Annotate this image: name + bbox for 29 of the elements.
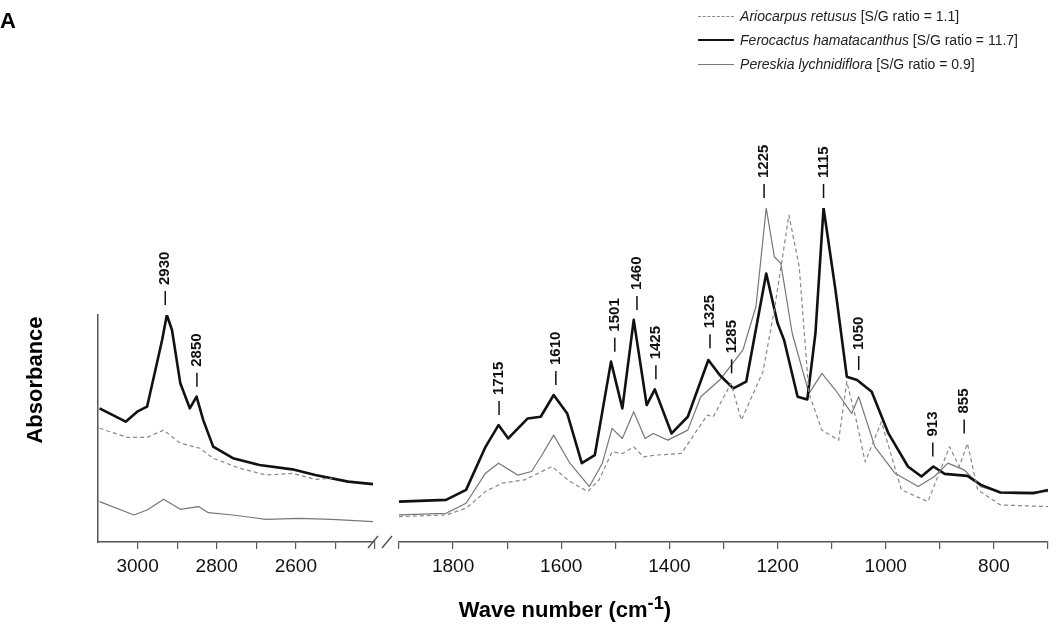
annotation: 1425 bbox=[646, 325, 664, 360]
annotation: 1285 bbox=[721, 319, 739, 354]
legend-label: Ariocarpus retusus [S/G ratio = 1.1] bbox=[740, 8, 960, 24]
text: A bbox=[0, 8, 16, 34]
x-axis-title: Wave number (cm$^{-1}$) bbox=[458, 592, 672, 624]
legend-label: Ferocactus hamatacanthus [S/G ratio = 11.7] bbox=[740, 32, 1018, 48]
x-tick-label: 3000 bbox=[116, 554, 159, 576]
x-tick-label: 1200 bbox=[756, 554, 799, 576]
annotation: 1050 bbox=[848, 316, 866, 351]
annotation: 1610 bbox=[545, 331, 563, 366]
annotation: 1325 bbox=[700, 294, 718, 329]
x-tick-label: 2800 bbox=[195, 554, 238, 576]
annotation: 855 bbox=[954, 388, 972, 414]
legend-label: Pereskia lychnidiflora [S/G ratio = 0.9] bbox=[740, 56, 975, 72]
annotation: 1225 bbox=[754, 144, 772, 178]
y-axis-title: Absorbance bbox=[21, 316, 48, 444]
x-tick-label: 800 bbox=[978, 554, 1010, 576]
annotation: 2930 bbox=[155, 251, 173, 285]
annotation: 1460 bbox=[627, 256, 645, 290]
x-tick-label: 1000 bbox=[864, 554, 907, 576]
x-tick-label: 1600 bbox=[540, 554, 583, 576]
x-tick-label: 1400 bbox=[648, 554, 691, 576]
annotation: 1715 bbox=[489, 361, 507, 396]
annotation: 2850 bbox=[187, 333, 205, 367]
annotation: 1115 bbox=[813, 146, 831, 178]
annotation: 913 bbox=[922, 411, 940, 437]
annotation: 1501 bbox=[604, 298, 622, 332]
x-tick-label: 2600 bbox=[274, 554, 317, 576]
x-tick-label: 1800 bbox=[431, 554, 475, 576]
